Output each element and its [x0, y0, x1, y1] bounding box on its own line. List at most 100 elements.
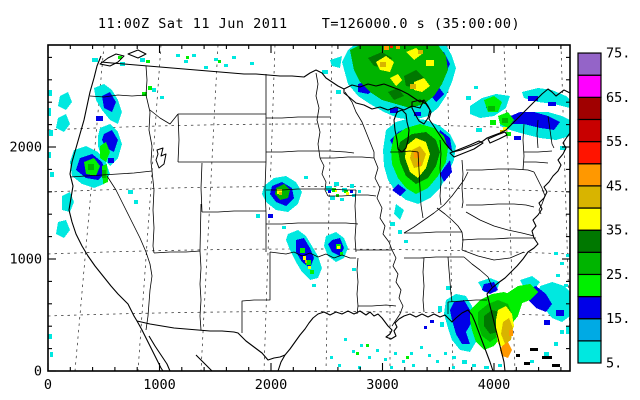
- radar-echo-cell: [88, 164, 94, 170]
- radar-echo-cell: [118, 56, 122, 59]
- radar-echo-cell: [328, 190, 331, 193]
- radar-echo-cell: [424, 326, 427, 329]
- colorbar-label: 65.: [606, 90, 630, 106]
- colorbar: 5. 15. 25. 35. 45. 55. 65. 75.: [577, 46, 630, 372]
- radar-echo-cell: [192, 54, 196, 57]
- radar-echo-cell: [282, 226, 286, 229]
- radar-echo-cell: [544, 320, 550, 325]
- radar-echo-cell: [330, 356, 333, 359]
- radar-echo-cell: [410, 352, 413, 355]
- radar-echo-cell: [488, 106, 495, 111]
- colorbar-box: [577, 229, 602, 253]
- radar-echo-cell: [406, 356, 409, 359]
- radar-echo-cell: [462, 360, 467, 364]
- colorbar-box: [577, 251, 602, 276]
- radar-echo-cell: [275, 184, 290, 200]
- radar-echo-cell: [335, 190, 337, 192]
- radar-echo-cell: [514, 136, 521, 140]
- colorbar-box: [577, 185, 602, 209]
- radar-echo-cell: [352, 350, 355, 353]
- radar-echo-cell: [56, 114, 70, 132]
- radar-echo-cell: [430, 320, 434, 323]
- radar-echo-cell: [556, 300, 561, 304]
- radar-echo-cell: [490, 120, 496, 125]
- colorbar-label: 55.: [606, 134, 630, 150]
- colorbar-label: 5.: [606, 356, 622, 372]
- radar-echo-cell: [305, 260, 307, 263]
- radar-echo-cell: [352, 268, 356, 271]
- radar-echo-cell: [62, 192, 74, 212]
- radar-echo-cell: [544, 352, 549, 356]
- plot-title: 11:00Z Sat 11 Jun 2011 T=126000.0 s (35:0…: [48, 16, 570, 32]
- radar-echo-cell: [256, 214, 260, 218]
- radar-echo-cell: [412, 364, 415, 367]
- colorbar-box: [577, 52, 602, 76]
- radar-echo-cell: [500, 342, 512, 358]
- radar-echo-cell: [50, 172, 54, 177]
- radar-echo-cell: [350, 184, 354, 188]
- radar-echo-cell: [160, 96, 164, 99]
- radar-echo-cell: [503, 127, 507, 131]
- radar-echo-cell: [500, 130, 503, 133]
- radar-echo-cell: [308, 266, 311, 269]
- x-tick-label: 4000: [478, 377, 511, 393]
- us-map-outlines: [68, 49, 571, 372]
- y-tick-label: 2000: [9, 140, 42, 156]
- radar-echo-cell: [58, 92, 72, 110]
- canada-border: [100, 61, 571, 153]
- radar-echo-cell: [96, 116, 103, 121]
- radar-echo-cell: [452, 366, 455, 369]
- radar-echo-cell: [484, 366, 489, 369]
- colorbar-box: [577, 163, 602, 187]
- radar-echo-cell: [152, 88, 156, 92]
- radar-echo-cell: [368, 356, 371, 359]
- radar-echo-cell: [418, 50, 423, 54]
- radar-echo-cell: [358, 366, 361, 369]
- radar-echo-cell: [426, 60, 434, 66]
- radar-echo-cell: [128, 190, 133, 194]
- colorbar-label: 75.: [606, 46, 630, 62]
- radar-echo-cell: [380, 62, 386, 67]
- radar-echo-cell: [322, 70, 328, 74]
- radar-echo-cell: [146, 60, 150, 63]
- radar-echo-cell: [506, 132, 511, 136]
- radar-echo-cell: [384, 46, 389, 50]
- radar-echo-cell: [502, 118, 508, 123]
- radar-echo-cell: [340, 252, 343, 255]
- radar-echo-cell: [338, 364, 341, 367]
- radar-echo-cell: [414, 152, 420, 158]
- colorbar-label: 45.: [606, 178, 630, 194]
- radar-echo-cell: [344, 338, 347, 341]
- radar-echo-cell: [410, 84, 416, 89]
- radar-echo-cell: [560, 330, 564, 334]
- radar-echo-cell: [556, 274, 560, 277]
- radar-echo-cell: [404, 240, 408, 243]
- radar-echo-cell: [92, 58, 98, 62]
- radar-echo-cell: [440, 160, 452, 182]
- radar-echo-cell: [440, 322, 444, 327]
- radar-echo-cell: [340, 198, 344, 201]
- radar-echo-cell: [218, 60, 221, 63]
- radar-echo-cell: [528, 96, 538, 101]
- radar-echo-cell: [326, 186, 332, 191]
- radar-echo-cell: [336, 90, 341, 94]
- radar-echo-cell: [277, 189, 282, 194]
- radar-echo-cell: [358, 190, 361, 193]
- radar-echo-cell: [384, 358, 387, 361]
- y-axis-tick-labels: 0 1000 2000: [9, 140, 42, 380]
- radar-echo-cell: [49, 130, 53, 136]
- radar-echo-cell: [184, 60, 188, 63]
- radar-echo-cell: [566, 326, 570, 334]
- title-datetime: 11:00Z Sat 11 Jun 2011: [97, 16, 288, 32]
- radar-echo-cell: [414, 78, 430, 92]
- radar-echo-cell: [48, 108, 51, 116]
- radar-echo-cell: [420, 346, 423, 349]
- state-borders: [69, 65, 555, 333]
- radar-echo-cell: [337, 246, 340, 249]
- radar-echo-cell: [438, 306, 442, 312]
- islands-and-lakes-detail: [99, 49, 560, 367]
- radar-echo-cell: [186, 56, 189, 59]
- radar-echo-cell: [452, 356, 456, 359]
- radar-echo-cell: [402, 360, 405, 363]
